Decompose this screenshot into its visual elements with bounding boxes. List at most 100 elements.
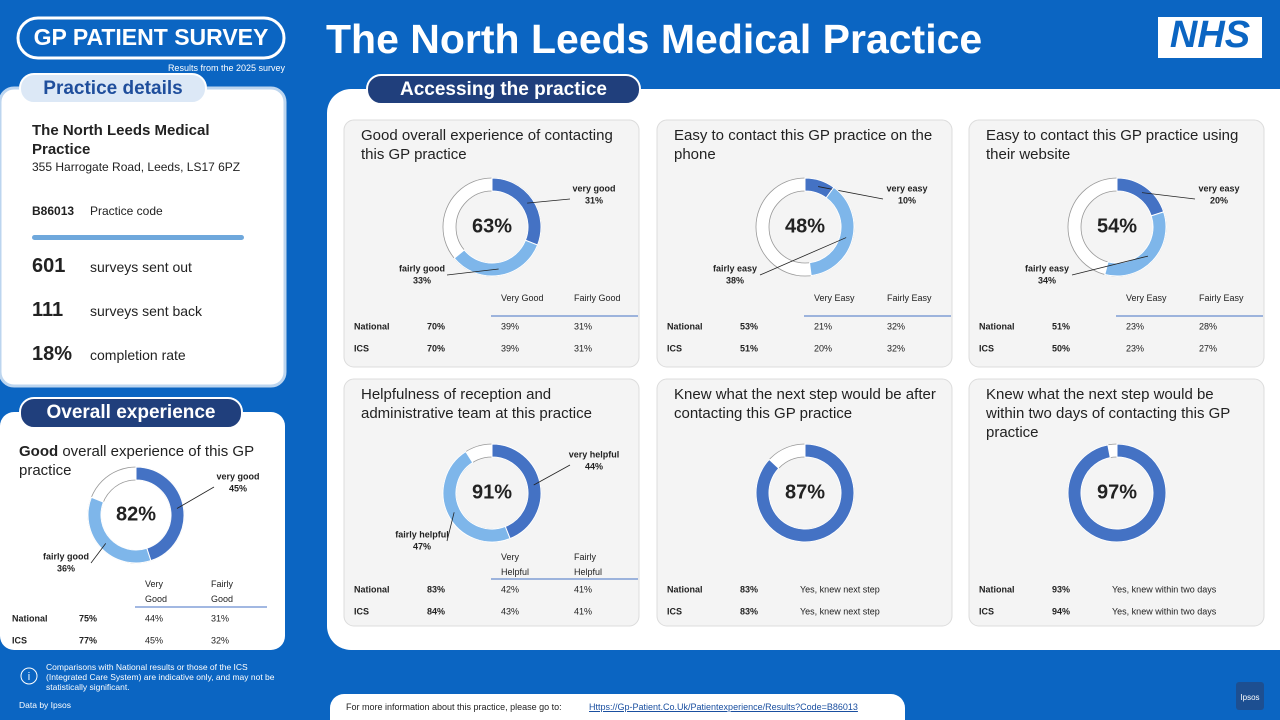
segment-name: fairly good xyxy=(399,263,445,273)
donut-total: 48% xyxy=(785,215,825,237)
row-total: 83% xyxy=(427,584,445,594)
segment-value: 10% xyxy=(898,195,916,205)
panel-title: Good overall experience of contacting th… xyxy=(361,127,613,163)
row-total: 75% xyxy=(79,613,97,623)
overall-heading: Overall experience xyxy=(46,402,216,423)
row-cell: 28% xyxy=(1199,321,1217,331)
row-cell: 31% xyxy=(574,321,592,331)
donut-segment xyxy=(755,443,855,543)
row-total: 83% xyxy=(740,606,758,616)
column-header: Fairly Good xyxy=(574,293,621,303)
row-name: National xyxy=(979,584,1015,594)
donut-segment xyxy=(442,450,511,543)
overall-panel xyxy=(0,412,285,650)
column-header: Fairly Easy xyxy=(887,293,932,303)
row-cell: 31% xyxy=(211,613,229,623)
row-cell: 32% xyxy=(887,343,905,353)
segment-value: 47% xyxy=(413,541,431,551)
overall-title: Good overall experience of this GP pract… xyxy=(19,442,259,480)
info-icon xyxy=(20,667,38,685)
column-header: Fairly Easy xyxy=(1199,293,1244,303)
practice-code-label: Practice code xyxy=(90,204,163,218)
row-total: 93% xyxy=(1052,584,1070,594)
logo-subtitle: Results from the 2025 survey xyxy=(167,63,285,73)
leader-line xyxy=(818,186,884,200)
row-total: 70% xyxy=(427,321,445,331)
ipsos-label: Ipsos xyxy=(1240,693,1260,702)
donut-total: 63% xyxy=(472,215,512,237)
row-cell: 43% xyxy=(501,606,519,616)
column-header: Very Easy xyxy=(814,293,855,303)
row-cell: 20% xyxy=(814,343,832,353)
row-name: ICS xyxy=(667,343,682,353)
divider xyxy=(32,235,244,240)
segment-name: fairly good xyxy=(43,551,89,561)
row-cell: Yes, knew within two days xyxy=(1112,606,1217,616)
column-header: Very Helpful xyxy=(501,552,530,577)
row-total: 77% xyxy=(79,635,97,645)
nhs-box xyxy=(1158,17,1262,58)
column-header: Fairly Helpful xyxy=(574,552,603,577)
row-name: National xyxy=(667,584,703,594)
segment-value: 45% xyxy=(229,483,247,493)
details-pill xyxy=(19,73,207,104)
practice-name: The North Leeds Medical Practice xyxy=(32,122,210,158)
leader-line xyxy=(90,543,107,564)
donut-segment xyxy=(1067,443,1167,543)
segment-name: fairly easy xyxy=(713,263,757,273)
column-header: Very Good xyxy=(145,579,168,604)
segment-value: 36% xyxy=(57,563,75,573)
panel xyxy=(343,378,640,627)
row-total: 51% xyxy=(1052,321,1070,331)
row-name: ICS xyxy=(12,635,27,645)
overall-pill xyxy=(19,397,243,429)
panel-title: Knew what the next step would be within … xyxy=(986,386,1231,441)
row-total: 51% xyxy=(740,343,758,353)
row-name: ICS xyxy=(354,343,369,353)
leader-line xyxy=(533,464,571,486)
row-name: National xyxy=(354,321,390,331)
row-name: ICS xyxy=(354,606,369,616)
row-cell: 27% xyxy=(1199,343,1217,353)
row-name: National xyxy=(354,584,390,594)
row-cell: 39% xyxy=(501,343,519,353)
row-total: 53% xyxy=(740,321,758,331)
donut-segment xyxy=(1104,211,1167,277)
row-cell: 39% xyxy=(501,321,519,331)
row-cell: 23% xyxy=(1126,343,1144,353)
info-icon-i: i xyxy=(28,671,30,683)
panel-title: Knew what the next step would be after c… xyxy=(674,386,936,422)
row-total: 83% xyxy=(740,584,758,594)
row-cell: 45% xyxy=(145,635,163,645)
stat-value: 601 xyxy=(32,255,66,277)
overall-title-rest: overall experience of this GP practice xyxy=(19,443,254,479)
row-cell: 42% xyxy=(501,584,519,594)
section-pill xyxy=(366,74,641,105)
leader-line xyxy=(446,512,455,542)
practice-address: 355 Harrogate Road, Leeds, LS17 6PZ xyxy=(32,160,241,174)
row-cell: 41% xyxy=(574,606,592,616)
donut-total: 97% xyxy=(1097,481,1137,503)
segment-name: very easy xyxy=(886,183,927,193)
donut-segment xyxy=(808,186,855,277)
page-title: The North Leeds Medical Practice xyxy=(326,16,983,62)
row-total: 50% xyxy=(1052,343,1070,353)
panel-title: Helpfulness of reception and administrat… xyxy=(361,386,592,422)
row-cell: 31% xyxy=(574,343,592,353)
segment-value: 44% xyxy=(585,461,603,471)
ipsos-logo xyxy=(1236,682,1264,710)
column-header: Fairly Good xyxy=(211,579,234,604)
stat-label: surveys sent back xyxy=(90,303,203,319)
donut-total: 82% xyxy=(116,503,156,525)
row-name: National xyxy=(979,321,1015,331)
stat-value: 111 xyxy=(32,299,64,321)
segment-value: 31% xyxy=(585,195,603,205)
row-cell: Yes, knew within two days xyxy=(1112,584,1217,594)
panel xyxy=(968,119,1265,368)
column-header: Very Easy xyxy=(1126,293,1167,303)
row-name: National xyxy=(12,613,48,623)
footer-link[interactable]: Https://Gp-Patient.Co.Uk/Patientexperien… xyxy=(589,702,858,712)
row-name: ICS xyxy=(979,343,994,353)
